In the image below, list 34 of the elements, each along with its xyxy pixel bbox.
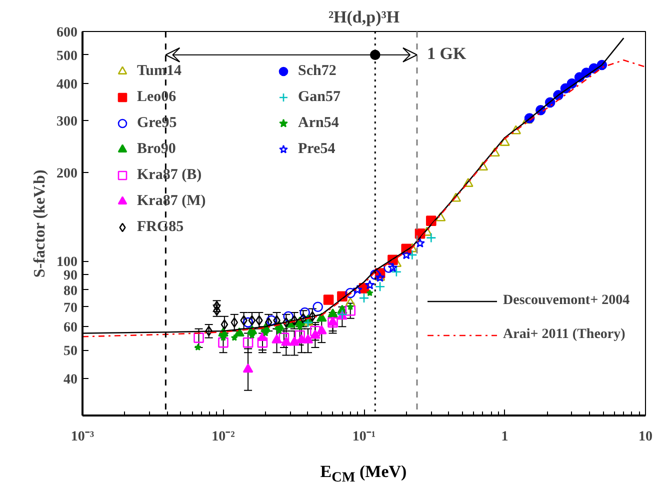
y-axis-title: S-factor (keV.b): [32, 170, 48, 278]
x-tick-label: 10⁻¹: [352, 430, 376, 444]
legend-label: FRG85: [137, 218, 185, 236]
y-tick-label: 300: [56, 114, 78, 130]
legend-label: Descouvemont+ 2004: [503, 293, 630, 309]
y-tick-label: 200: [56, 166, 78, 182]
annotation: 1 GK: [427, 44, 467, 63]
legend-label: Gan57: [298, 88, 342, 106]
x-axis-title: E$_{CM}$ (MeV): [319, 461, 408, 485]
y-tick-label: 60: [64, 320, 78, 336]
y-tick-label: 400: [56, 77, 78, 92]
legend-label: Tum14: [137, 62, 182, 80]
legend-label: Arai+ 2011 (Theory): [503, 327, 626, 343]
legend-label: Sch72: [298, 62, 338, 80]
x-tick-label: 1: [501, 430, 508, 444]
y-tick-label: 80: [64, 284, 78, 299]
chart-title: ²H(d,p)³H: [328, 8, 400, 26]
y-tick-label: 90: [64, 268, 78, 284]
legend-label: Bro90: [137, 140, 177, 158]
y-tick-label: 600: [56, 26, 78, 40]
y-tick-label: 40: [64, 372, 78, 388]
y-tick-label: 100: [56, 255, 78, 270]
y-tick-label: 50: [64, 344, 78, 360]
y-tick-label: 70: [64, 300, 78, 316]
legend-label: Pre54: [298, 140, 336, 158]
legend-label: Leo06: [137, 88, 178, 106]
legend-label: Kra87 (M): [137, 192, 207, 210]
x-tick-label: 10⁻²: [212, 430, 235, 444]
legend-label: Gre95: [137, 114, 178, 132]
y-tick-label: 500: [56, 48, 78, 64]
x-tick-label: 10⁻³: [70, 430, 94, 444]
legend-label: Kra87 (B): [137, 166, 203, 184]
x-tick-label: 10: [638, 430, 652, 444]
legend-label: Arn54: [298, 114, 340, 132]
